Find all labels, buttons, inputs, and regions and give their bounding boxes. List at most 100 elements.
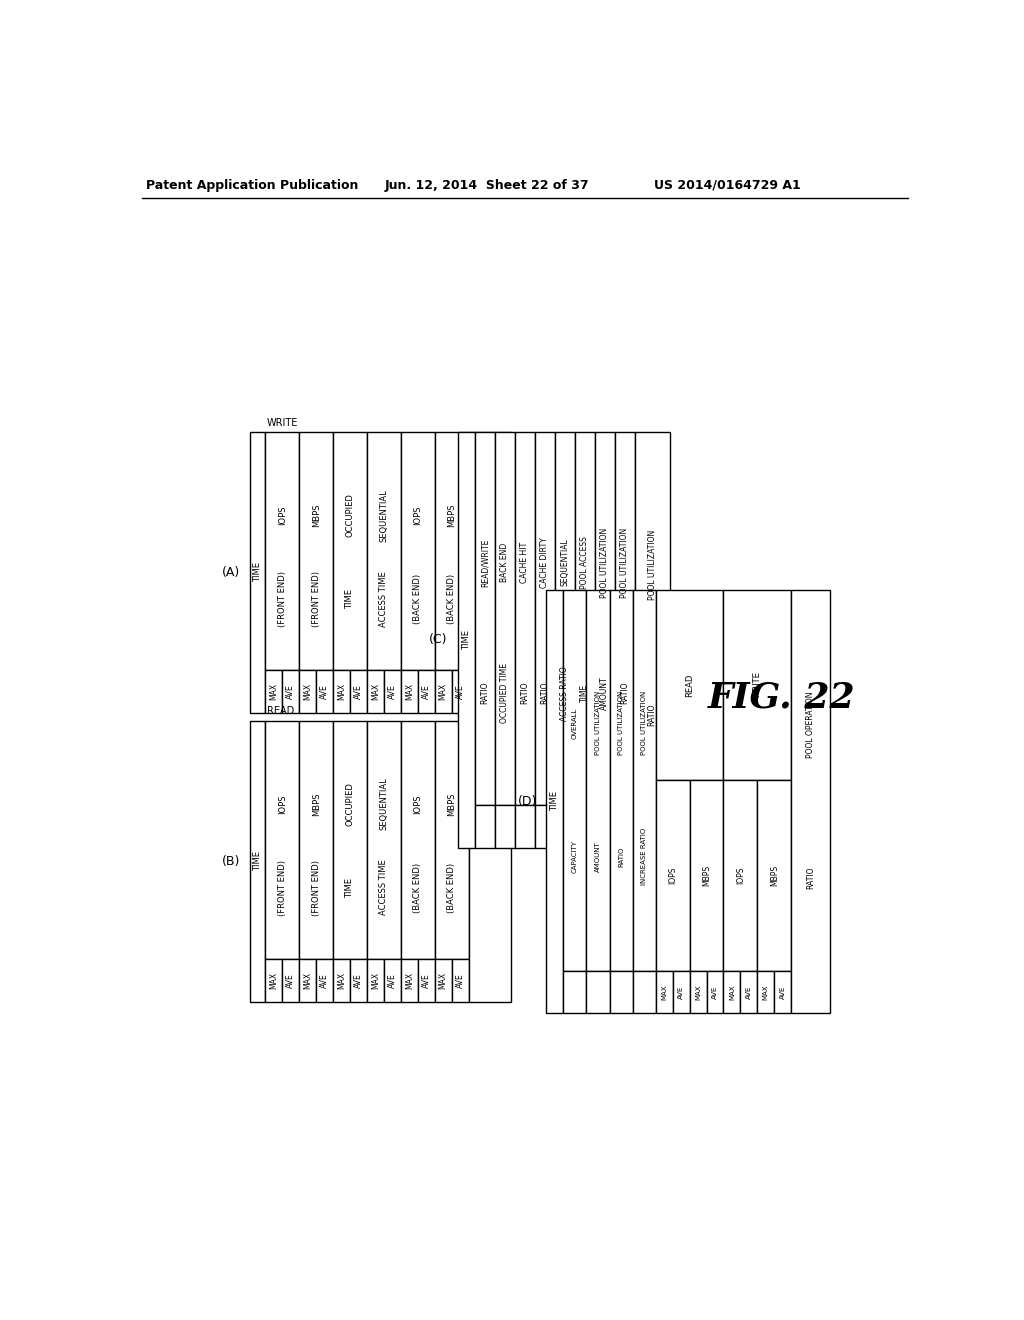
Bar — [495, 432, 515, 805]
Text: AVE: AVE — [321, 684, 329, 700]
Bar — [400, 671, 418, 713]
Bar — [265, 960, 283, 1002]
Text: TIME: TIME — [253, 851, 262, 871]
Text: TIME: TIME — [462, 630, 471, 649]
Text: (BACK END): (BACK END) — [447, 862, 456, 912]
Bar — [469, 721, 511, 1002]
Text: INCREASE RATIO: INCREASE RATIO — [641, 828, 647, 884]
Text: POOL UTILIZATION: POOL UTILIZATION — [621, 527, 630, 598]
Text: TIME: TIME — [345, 589, 354, 609]
Text: (D): (D) — [517, 795, 537, 808]
Text: AVE: AVE — [779, 985, 785, 999]
Bar — [458, 432, 475, 847]
Text: MBPS: MBPS — [447, 792, 456, 816]
Bar — [758, 970, 774, 1014]
Bar — [655, 780, 689, 970]
Bar — [283, 960, 299, 1002]
Text: MAX: MAX — [371, 972, 380, 989]
Text: POOL OPERATION: POOL OPERATION — [806, 692, 815, 759]
Text: AMOUNT: AMOUNT — [600, 676, 609, 710]
Text: CACHE HIT: CACHE HIT — [520, 543, 529, 583]
Text: AVE: AVE — [354, 684, 362, 700]
Bar — [633, 970, 655, 1014]
Text: AVE: AVE — [354, 973, 362, 987]
Bar — [435, 960, 452, 1002]
Text: MAX: MAX — [763, 985, 769, 999]
Bar — [435, 432, 469, 671]
Text: POOL UTILIZATION: POOL UTILIZATION — [641, 690, 647, 755]
Bar — [724, 590, 792, 780]
Bar — [574, 432, 595, 805]
Text: MAX: MAX — [337, 682, 346, 700]
Bar — [475, 432, 495, 805]
Text: MAX: MAX — [695, 985, 701, 999]
Text: AVE: AVE — [388, 973, 397, 987]
Text: IOPS: IOPS — [414, 795, 422, 814]
Bar — [724, 780, 758, 970]
Bar — [350, 960, 367, 1002]
Text: AVE: AVE — [456, 684, 465, 700]
Text: FIG. 22: FIG. 22 — [708, 680, 856, 714]
Text: MAX: MAX — [371, 682, 380, 700]
Bar — [367, 432, 400, 671]
Bar — [250, 721, 265, 1002]
Bar — [774, 970, 792, 1014]
Text: IOPS: IOPS — [668, 867, 677, 884]
Bar — [367, 721, 400, 960]
Text: RATIO: RATIO — [648, 704, 656, 726]
Text: MAX: MAX — [404, 682, 414, 700]
Bar — [265, 432, 299, 671]
Text: TIME: TIME — [550, 792, 559, 812]
Text: POOL UTILIZATION: POOL UTILIZATION — [595, 690, 601, 755]
Bar — [367, 671, 384, 713]
Text: AVE: AVE — [745, 985, 752, 999]
Text: MAX: MAX — [438, 682, 447, 700]
Bar — [633, 590, 655, 970]
Bar — [299, 432, 333, 671]
Text: MAX: MAX — [269, 972, 279, 989]
Text: MAX: MAX — [337, 972, 346, 989]
Text: WRITE: WRITE — [753, 672, 762, 698]
Text: READ: READ — [267, 706, 294, 717]
Bar — [469, 432, 511, 713]
Bar — [740, 970, 758, 1014]
Text: RATIO: RATIO — [520, 682, 529, 705]
Text: US 2014/0164729 A1: US 2014/0164729 A1 — [654, 178, 801, 191]
Text: WRITE: WRITE — [267, 417, 298, 428]
Text: AVE: AVE — [287, 973, 295, 987]
Bar — [595, 432, 614, 805]
Text: MBPS: MBPS — [311, 503, 321, 527]
Bar — [299, 671, 316, 713]
Bar — [673, 970, 689, 1014]
Text: AVE: AVE — [388, 684, 397, 700]
Text: MBPS: MBPS — [770, 865, 779, 886]
Text: AVE: AVE — [422, 973, 431, 987]
Bar — [299, 721, 333, 960]
Text: AMOUNT: AMOUNT — [595, 841, 601, 871]
Bar — [587, 970, 609, 1014]
Bar — [563, 970, 587, 1014]
Text: OCCUPIED TIME: OCCUPIED TIME — [501, 663, 509, 723]
Text: (BACK END): (BACK END) — [447, 574, 456, 624]
Bar — [535, 432, 555, 805]
Bar — [400, 432, 435, 671]
Bar — [418, 671, 435, 713]
Bar — [574, 805, 595, 847]
Bar — [400, 721, 435, 960]
Text: POOL ACCESS: POOL ACCESS — [581, 536, 590, 589]
Text: IOPS: IOPS — [278, 506, 287, 525]
Text: ACCESS TIME: ACCESS TIME — [379, 859, 388, 916]
Text: MAX: MAX — [269, 682, 279, 700]
Bar — [595, 805, 614, 847]
Text: MAX: MAX — [303, 972, 312, 989]
Text: (BACK END): (BACK END) — [414, 862, 422, 912]
Text: (FRONT END): (FRONT END) — [311, 859, 321, 916]
Text: MBPS: MBPS — [702, 865, 711, 886]
Bar — [635, 432, 670, 847]
Bar — [515, 805, 535, 847]
Text: POOL UTILIZATION: POOL UTILIZATION — [600, 527, 609, 598]
Bar — [384, 671, 400, 713]
Bar — [475, 805, 495, 847]
Text: TIME: TIME — [253, 562, 262, 582]
Text: AVE: AVE — [712, 985, 718, 999]
